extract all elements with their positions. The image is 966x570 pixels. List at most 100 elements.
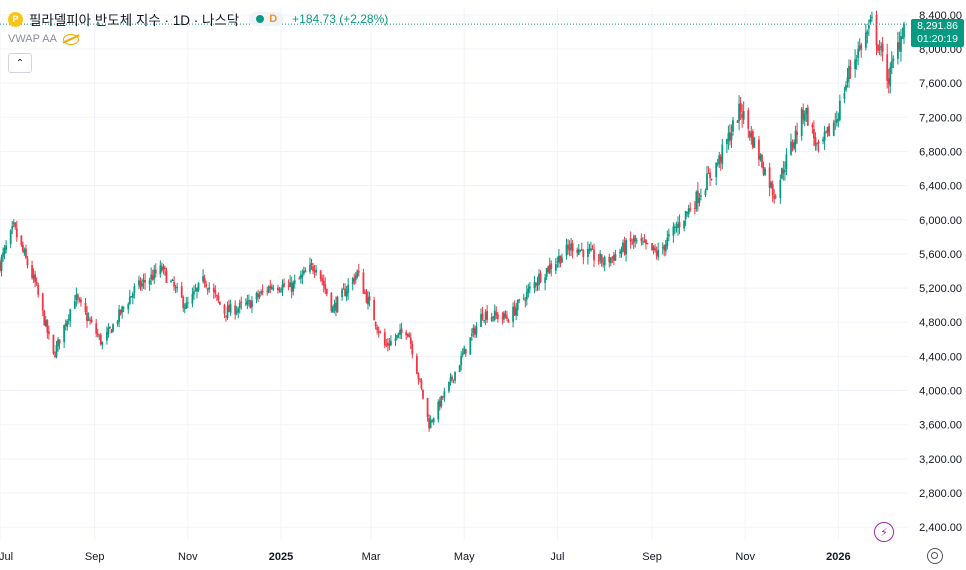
- candle-body: [429, 420, 432, 429]
- candle-body: [54, 355, 56, 357]
- candle: [293, 274, 296, 289]
- candle: [525, 285, 528, 306]
- candle-body: [5, 245, 8, 250]
- candle-body: [164, 267, 166, 270]
- candle: [266, 286, 269, 296]
- candle: [431, 419, 434, 423]
- candle-body: [695, 191, 698, 209]
- candle: [251, 296, 253, 314]
- candle-body: [461, 353, 464, 356]
- candle: [419, 378, 421, 383]
- flash-icon[interactable]: ⚡: [874, 522, 894, 542]
- candle-body: [15, 228, 18, 238]
- y-tick-label: 6,400.00: [919, 181, 962, 193]
- candle-body: [900, 36, 902, 52]
- candle-body: [672, 226, 675, 236]
- candle: [342, 283, 345, 290]
- candle: [577, 244, 580, 256]
- candle-body: [837, 118, 840, 121]
- candle-body: [597, 260, 600, 262]
- candle-body: [159, 265, 162, 275]
- candle: [832, 119, 835, 137]
- candle: [312, 262, 314, 275]
- candle-body: [26, 258, 29, 266]
- candle: [881, 36, 884, 62]
- candle: [191, 287, 194, 308]
- market-status-badge[interactable]: D: [249, 12, 285, 26]
- candle-body: [472, 327, 475, 334]
- candle: [890, 51, 893, 75]
- candle: [390, 335, 392, 347]
- candle: [751, 129, 754, 150]
- candle: [353, 273, 356, 285]
- candle: [567, 239, 569, 255]
- candle: [341, 287, 343, 301]
- price-change: +184.73 (+2.28%): [292, 12, 389, 26]
- candle-body: [90, 319, 93, 323]
- candles: [0, 10, 905, 432]
- candle-body: [367, 297, 369, 305]
- candle: [643, 233, 646, 243]
- candle: [287, 279, 290, 291]
- candle-body: [244, 303, 247, 305]
- candle: [69, 308, 72, 328]
- candle: [666, 230, 669, 250]
- candle: [52, 334, 55, 356]
- y-tick-label: 2,800.00: [919, 488, 962, 500]
- candle-body: [341, 289, 343, 298]
- candle-body: [771, 183, 774, 195]
- candle: [283, 278, 285, 288]
- candle-body: [58, 339, 61, 344]
- chart-legend[interactable]: P 필라델피아 반도체 지수 · 1D · 나스닥 D +184.73 (+2.…: [8, 9, 388, 29]
- price-axis[interactable]: 8,400.008,000.007,600.007,200.006,800.00…: [919, 10, 962, 534]
- candle: [272, 284, 275, 292]
- candle-body: [86, 312, 88, 322]
- candle-body: [780, 168, 783, 179]
- candle-body: [144, 280, 146, 283]
- candle-body: [151, 275, 154, 280]
- candle: [470, 328, 473, 341]
- candle-body: [362, 272, 365, 294]
- candle-body: [458, 365, 461, 373]
- candle: [9, 229, 12, 249]
- candle: [871, 11, 873, 22]
- candle: [131, 291, 134, 305]
- candle-body: [559, 255, 562, 264]
- candle-body: [47, 331, 50, 334]
- symbol-title[interactable]: 필라델피아 반도체 지수 · 1D · 나스닥: [29, 13, 240, 28]
- candle: [405, 329, 408, 340]
- candle: [128, 289, 131, 305]
- time-axis[interactable]: Jul Sep Nov 2025 Mar May Jul Sep Nov 2026: [0, 551, 851, 563]
- candle: [122, 306, 125, 313]
- candle: [597, 254, 600, 265]
- candle: [182, 295, 185, 312]
- candle: [771, 180, 774, 203]
- hidden-eye-icon[interactable]: [62, 33, 79, 45]
- candle-body: [139, 280, 142, 288]
- indicator-vwap[interactable]: VWAP AA: [8, 33, 79, 45]
- candle-body: [806, 107, 809, 126]
- candle-body: [622, 242, 624, 251]
- candle: [696, 182, 699, 212]
- collapse-legend-button[interactable]: ⌃: [8, 53, 32, 73]
- candle: [463, 345, 466, 355]
- candle-body: [22, 244, 24, 252]
- candle-body: [228, 305, 230, 312]
- candle-body: [312, 266, 314, 272]
- candle-body: [131, 293, 134, 298]
- gear-icon[interactable]: [927, 548, 943, 564]
- candle: [576, 247, 579, 257]
- candle-body: [342, 288, 345, 290]
- candle: [428, 414, 430, 432]
- candle: [26, 255, 29, 269]
- candle-body: [73, 301, 76, 309]
- candle-body: [31, 265, 33, 279]
- candle: [539, 270, 542, 284]
- candle-body: [406, 333, 409, 336]
- candle-body: [321, 278, 324, 282]
- candle-body: [603, 257, 606, 266]
- candle: [310, 258, 313, 270]
- candle-body: [196, 288, 198, 292]
- candle: [896, 31, 899, 65]
